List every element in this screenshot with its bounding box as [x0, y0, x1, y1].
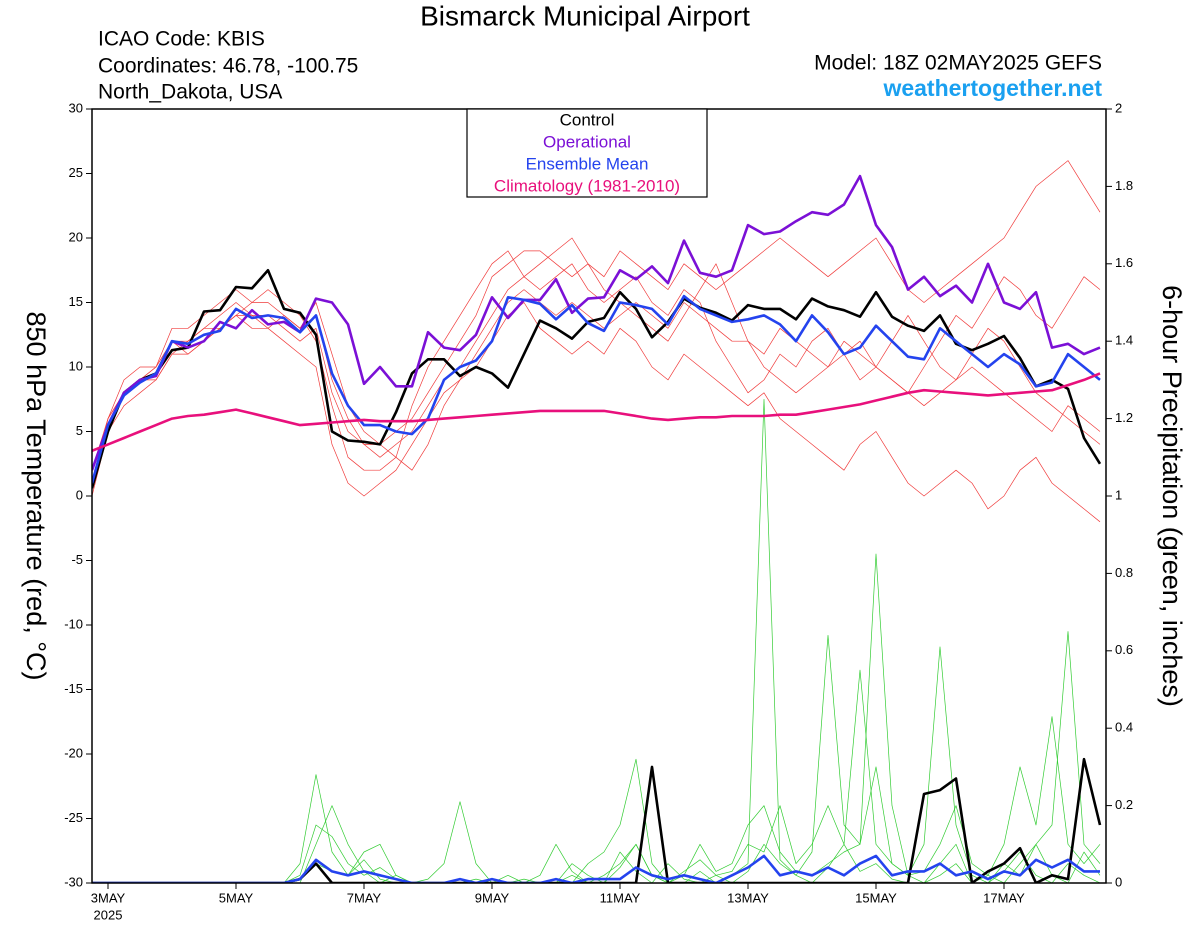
y-tick-label: 0	[76, 487, 83, 502]
y2-tick-label: 0.4	[1115, 720, 1133, 735]
y-axis-label: 850 hPa Temperature (red, °C)	[21, 312, 51, 681]
lines	[92, 160, 1102, 883]
y2-tick-label: 0.2	[1115, 797, 1133, 812]
legend-entry: Operational	[543, 132, 631, 151]
x-tick-label: 5MAY	[219, 890, 254, 905]
series-line	[92, 757, 1102, 883]
member-line	[92, 631, 1101, 883]
y2-tick-label: 1.2	[1115, 410, 1133, 425]
y-tick-label: -10	[64, 616, 83, 631]
source: weathertogether.net	[882, 75, 1102, 101]
member-line	[92, 289, 1101, 484]
y-tick-label: -5	[71, 552, 83, 567]
member-line	[92, 398, 1101, 883]
y-tick-label: 15	[69, 294, 83, 309]
legend-box	[466, 108, 708, 198]
location: North_Dakota, USA	[98, 81, 282, 104]
y-tick-label: -25	[64, 810, 83, 825]
x-tick-label: 17MAY	[983, 890, 1025, 905]
y-tick-label: 10	[69, 358, 83, 373]
icao: ICAO Code: KBIS	[98, 28, 265, 51]
chart-title: Bismarck Municipal Airport	[420, 0, 750, 31]
y2-tick-label: 0.8	[1115, 565, 1133, 580]
series-line	[92, 269, 1102, 489]
x-tick-label: 15MAY	[855, 890, 897, 905]
legend: Control Operational Ensemble Mean Climatolo…	[466, 108, 708, 198]
y2-tick-label: 1.4	[1115, 333, 1133, 348]
y2-axis-label: 6-hour Precipitation (green, inches)	[1157, 285, 1187, 707]
y-tick-label: -30	[64, 874, 83, 889]
y-tick-label: 20	[69, 229, 83, 244]
model: Model: 18Z 02MAY2025 GEFS	[814, 52, 1102, 75]
x-tick-label: 13MAY	[727, 890, 769, 905]
legend-entry: Climatology (1981-2010)	[494, 176, 680, 195]
y2-tick-label: 2	[1115, 100, 1122, 115]
member-line	[92, 302, 1101, 523]
series-line	[92, 372, 1101, 453]
x-tick-label: 7MAY	[347, 890, 382, 905]
x-tick-label: 9MAY	[475, 890, 510, 905]
y-tick-label: 30	[69, 100, 83, 115]
series-line	[92, 294, 1101, 484]
year-label: 2025	[94, 907, 123, 922]
coordinates: Coordinates: 46.78, -100.75	[98, 55, 358, 78]
legend-entry: Ensemble Mean	[526, 154, 649, 173]
y2-tick-label: 1.6	[1115, 255, 1133, 270]
x-tick-label: 11MAY	[600, 890, 641, 905]
y2-tick-label: 0	[1115, 874, 1122, 889]
member-line	[92, 237, 1101, 484]
x-tick-label: 3MAY	[91, 890, 126, 905]
y-tick-label: 5	[76, 423, 83, 438]
y-tick-label: -20	[64, 745, 83, 760]
legend-entry: Control	[560, 110, 615, 129]
y2-tick-label: 1	[1115, 487, 1122, 502]
y2-tick-label: 1.8	[1115, 178, 1133, 193]
series-line	[92, 854, 1100, 883]
y2-tick-label: 0.6	[1115, 642, 1133, 657]
y-tick-label: 25	[69, 165, 83, 180]
plot-area: -30-25-20-15-10-505101520253000.20.40.60…	[64, 100, 1133, 922]
y-tick-label: -15	[64, 681, 83, 696]
